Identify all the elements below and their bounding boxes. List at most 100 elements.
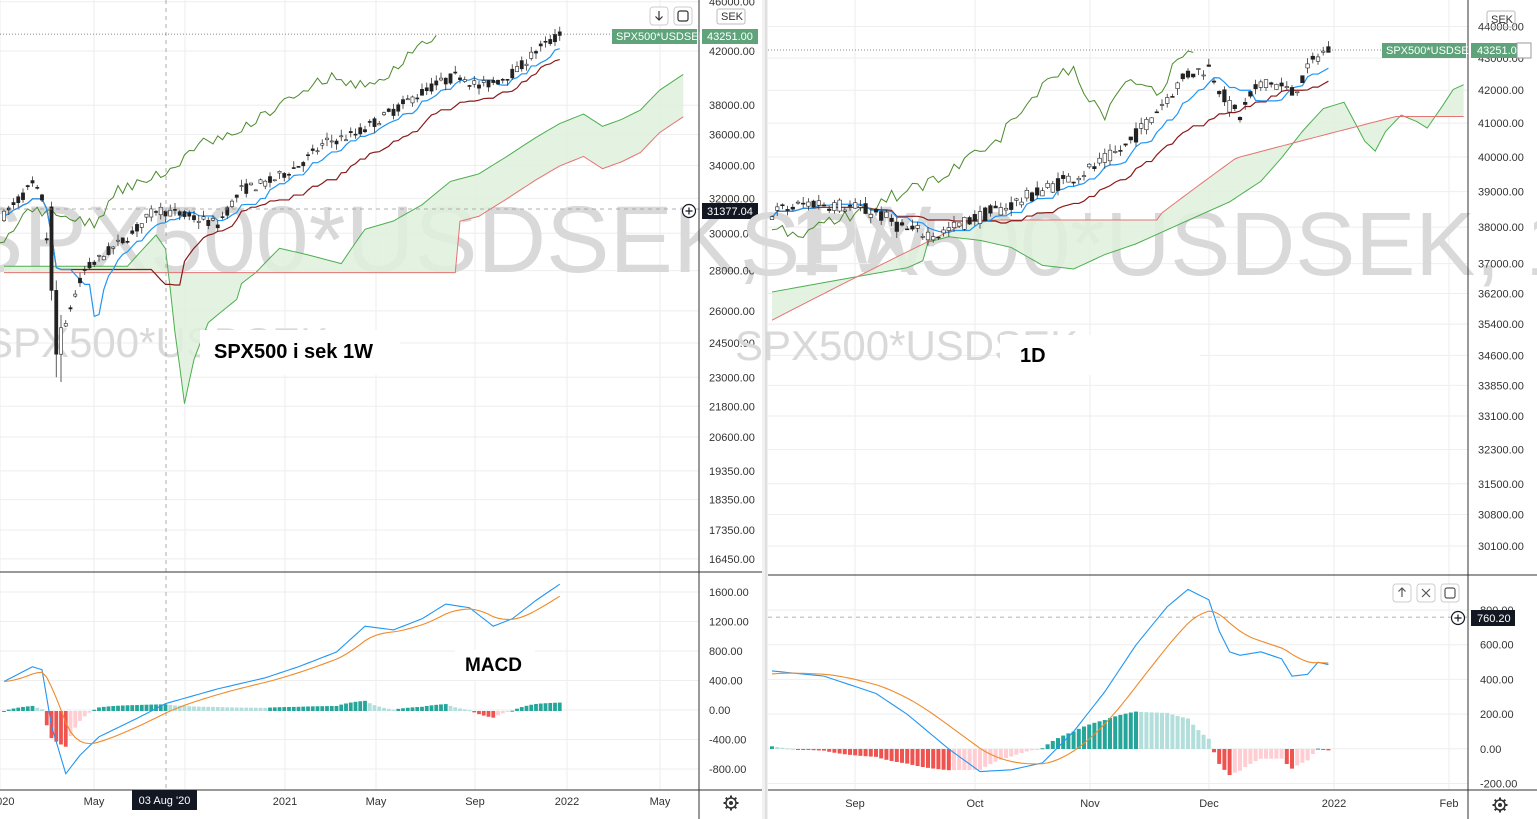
y-tick-label: 18350.00	[709, 495, 755, 507]
gear-tooth	[1502, 807, 1507, 812]
histogram-bar	[515, 708, 519, 711]
candle-body	[936, 236, 941, 239]
histogram-bar	[1076, 728, 1081, 749]
histogram-bar	[1326, 749, 1331, 751]
histogram-bar	[1050, 740, 1055, 749]
candle	[925, 227, 931, 246]
candle-body	[453, 71, 458, 74]
candle	[505, 79, 510, 86]
y-tick-label: 33100.00	[1478, 411, 1524, 423]
candle-body	[462, 79, 467, 82]
candle-body	[1237, 116, 1243, 121]
candle-body	[225, 207, 230, 216]
histogram-bar	[1009, 749, 1014, 757]
histogram-bar	[182, 706, 187, 711]
x-tick-label: May	[650, 796, 671, 808]
histogram-bar	[1295, 749, 1300, 766]
fullscreen-icon	[673, 6, 693, 26]
candle	[827, 205, 832, 214]
histogram-bar	[1279, 749, 1284, 759]
histogram-bar	[1014, 749, 1019, 755]
histogram-bar	[962, 749, 967, 771]
histogram-bar	[263, 707, 268, 711]
histogram-bar	[410, 707, 415, 711]
candle-body	[529, 51, 534, 59]
candle	[801, 196, 806, 208]
y-tick-label: 35400.00	[1478, 319, 1524, 331]
histogram-bar	[106, 706, 111, 711]
histogram-bar	[291, 706, 296, 711]
weekly-panel[interactable]: SPX500*USDSEK, 1WSPX500*USDSEK46000.0042…	[0, 0, 932, 819]
x-tick-label: Sep	[845, 798, 865, 810]
y-tick-label: 36200.00	[1478, 289, 1524, 301]
gear-tooth	[724, 796, 729, 801]
x-tick-label: 2022	[555, 796, 579, 808]
candle	[1232, 104, 1237, 112]
candle	[320, 139, 325, 150]
candle	[515, 61, 519, 73]
daily-macd-toolbar	[1392, 583, 1460, 603]
candle	[1243, 97, 1248, 110]
candle-body	[889, 217, 894, 222]
histogram-bar	[386, 708, 391, 711]
histogram-bar	[258, 707, 263, 711]
histogram-bar	[382, 707, 386, 711]
histogram-bar	[1128, 712, 1133, 749]
candle	[391, 103, 396, 120]
candle	[306, 151, 310, 161]
candle-body	[111, 246, 116, 249]
histogram-bar	[910, 749, 915, 765]
candle-body	[1295, 91, 1300, 94]
candle-body	[367, 121, 372, 123]
candle	[101, 255, 106, 261]
candle-body	[905, 228, 910, 231]
candle	[1222, 86, 1227, 107]
candle-body	[92, 261, 97, 265]
candle	[1139, 117, 1144, 135]
y-tick-label: 30000.00	[709, 228, 755, 240]
candle	[868, 208, 873, 224]
candle	[543, 36, 548, 48]
histogram-bar	[1253, 749, 1258, 762]
candle	[1248, 91, 1253, 99]
candle	[910, 219, 915, 232]
x-tick-label: Nov	[1080, 798, 1100, 810]
histogram-bar	[534, 703, 538, 711]
candle	[821, 202, 827, 207]
histogram-bar	[1082, 726, 1086, 749]
y-tick-label: 39000.00	[1478, 187, 1524, 199]
candle-body	[790, 206, 795, 210]
candle-body	[377, 123, 382, 126]
candle-body	[832, 202, 837, 211]
candle-body	[988, 205, 993, 214]
histogram-bar	[1186, 718, 1190, 749]
candle-body	[429, 83, 434, 92]
histogram-bar	[234, 707, 239, 711]
x-tick-label: Dec	[1199, 798, 1219, 810]
candle	[920, 233, 925, 240]
histogram-bar	[125, 705, 130, 711]
histogram-bar	[225, 707, 230, 711]
candle	[780, 203, 785, 210]
title-backdrop	[1000, 335, 1200, 375]
candle-body	[168, 210, 173, 217]
histogram-bar	[1227, 749, 1232, 776]
candle	[557, 26, 562, 41]
candle	[1154, 109, 1159, 114]
last-price: 43251.00	[707, 31, 753, 43]
gear-tooth	[733, 805, 738, 810]
candle-body	[173, 209, 177, 211]
histogram-bar	[158, 704, 163, 711]
histogram-bar	[931, 749, 936, 769]
histogram-bar	[879, 749, 884, 759]
candle	[1035, 181, 1040, 199]
histogram-bar	[505, 711, 510, 712]
gear-center	[729, 801, 733, 805]
histogram-bar	[946, 749, 951, 771]
candle	[534, 49, 538, 59]
histogram-bar	[101, 706, 106, 711]
candle-body	[534, 51, 538, 54]
candle-body	[967, 217, 972, 225]
